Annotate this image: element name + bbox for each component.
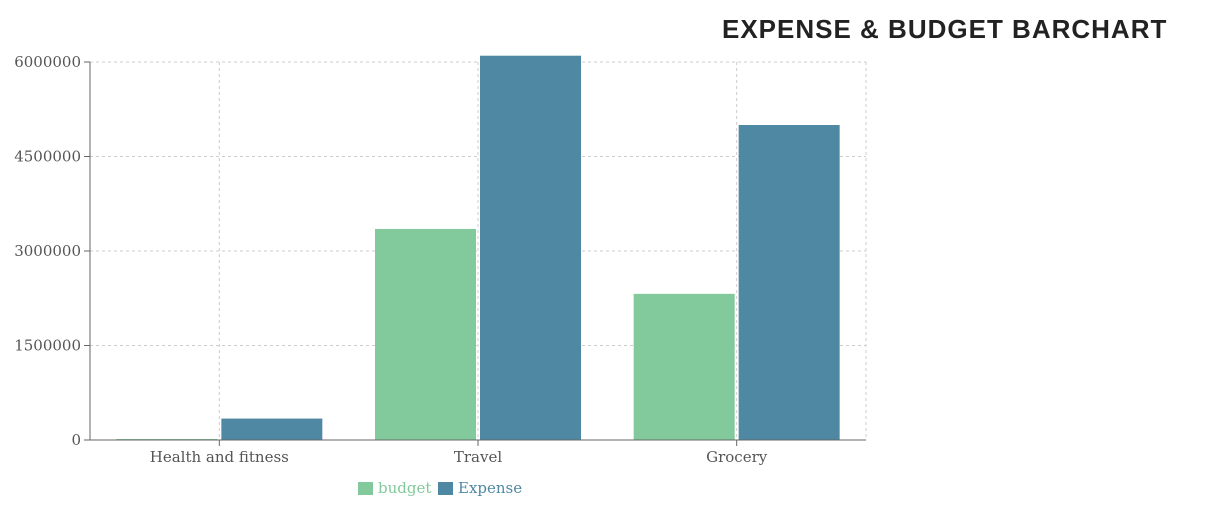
bar-expense-travel [480,55,581,440]
bar-expense-health-and-fitness [221,418,323,440]
y-axis-tick-labels: 0 1500000 3000000 4500000 6000000 [14,53,81,449]
legend-label-expense: Expense [458,479,522,497]
x-tick-label: Grocery [706,448,768,466]
y-tick-label: 3000000 [14,242,81,260]
x-tick-label: Travel [454,448,502,466]
bar-expense-grocery [738,125,840,440]
axes [84,61,866,446]
bars [116,55,840,440]
legend-label-budget: budget [378,479,431,497]
grid-lines [90,61,867,440]
y-tick-label: 4500000 [14,148,81,166]
y-tick-label: 1500000 [14,337,81,355]
legend-swatch-expense [438,482,453,495]
legend: budget Expense [358,479,522,497]
y-tick-label: 6000000 [14,53,81,71]
y-tick-label: 0 [71,431,81,449]
x-axis-tick-labels: Health and fitness Travel Grocery [150,448,768,466]
bar-budget-travel [375,228,476,440]
x-tick-label: Health and fitness [150,448,289,466]
bar-budget-grocery [633,293,735,440]
chart-title: EXPENSE & BUDGET BARCHART [722,14,1168,44]
legend-swatch-budget [358,482,373,495]
